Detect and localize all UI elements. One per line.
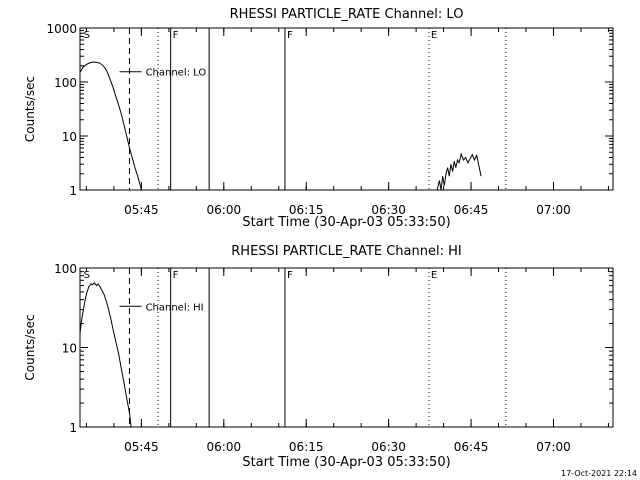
series-line-lo	[80, 61, 142, 190]
x-tick-label: 07:00	[536, 203, 571, 217]
x-tick-label: 05:45	[124, 440, 159, 454]
y-tick-label: 10	[62, 342, 77, 356]
x-tick-label: 05:45	[124, 203, 159, 217]
x-tick-label: 06:15	[289, 440, 324, 454]
event-marker-label: E	[431, 270, 437, 281]
y-tick-label: 1000	[46, 22, 77, 36]
event-marker-label: E	[431, 30, 437, 41]
x-tick-label: 06:00	[207, 203, 242, 217]
x-tick-label: 06:45	[454, 440, 489, 454]
event-marker-label: F	[173, 30, 179, 41]
y-tick-label: 100	[54, 76, 77, 90]
plot-frame	[79, 27, 614, 191]
y-tick-label: 1	[69, 184, 77, 198]
plot-frame	[79, 267, 614, 428]
chart-title: RHESSI PARTICLE_RATE Channel: LO	[230, 7, 464, 22]
event-marker-label: F	[287, 270, 293, 281]
y-axis-label: Counts/sec	[23, 314, 37, 380]
x-tick-label: 06:30	[371, 203, 406, 217]
x-axis-label: Start Time (30-Apr-03 05:33:50)	[242, 455, 450, 470]
y-axis-label: Counts/sec	[23, 76, 37, 142]
legend-label: Channel: HI	[146, 302, 204, 313]
hi-channel-panel: RHESSI PARTICLE_RATE Channel: HI 05:45 06:…	[23, 244, 614, 470]
x-tick-label: 06:45	[454, 203, 489, 217]
x-tick-label: 06:15	[289, 203, 324, 217]
lo-channel-panel: RHESSI PARTICLE_RATE Channel: LO 05:45 06:…	[23, 7, 614, 230]
chart-title: RHESSI PARTICLE_RATE Channel: HI	[231, 244, 461, 259]
y-tick-label: 1	[69, 421, 77, 435]
event-marker-label: F	[173, 270, 179, 281]
y-tick-label: 100	[54, 262, 77, 276]
x-tick-label: 06:30	[371, 440, 406, 454]
x-tick-label: 06:00	[207, 440, 242, 454]
x-tick-label: 07:00	[536, 440, 571, 454]
y-tick-label: 10	[62, 130, 77, 144]
series-line-lo	[436, 152, 482, 190]
event-marker-label: S	[84, 270, 90, 281]
generation-timestamp: 17-Oct-2021 22:14	[561, 469, 637, 478]
event-marker-label: S	[84, 30, 90, 41]
legend-label: Channel: LO	[146, 68, 207, 79]
x-axis-label: Start Time (30-Apr-03 05:33:50)	[242, 215, 450, 230]
series-line-hi	[80, 282, 132, 427]
event-marker-label: F	[287, 30, 293, 41]
